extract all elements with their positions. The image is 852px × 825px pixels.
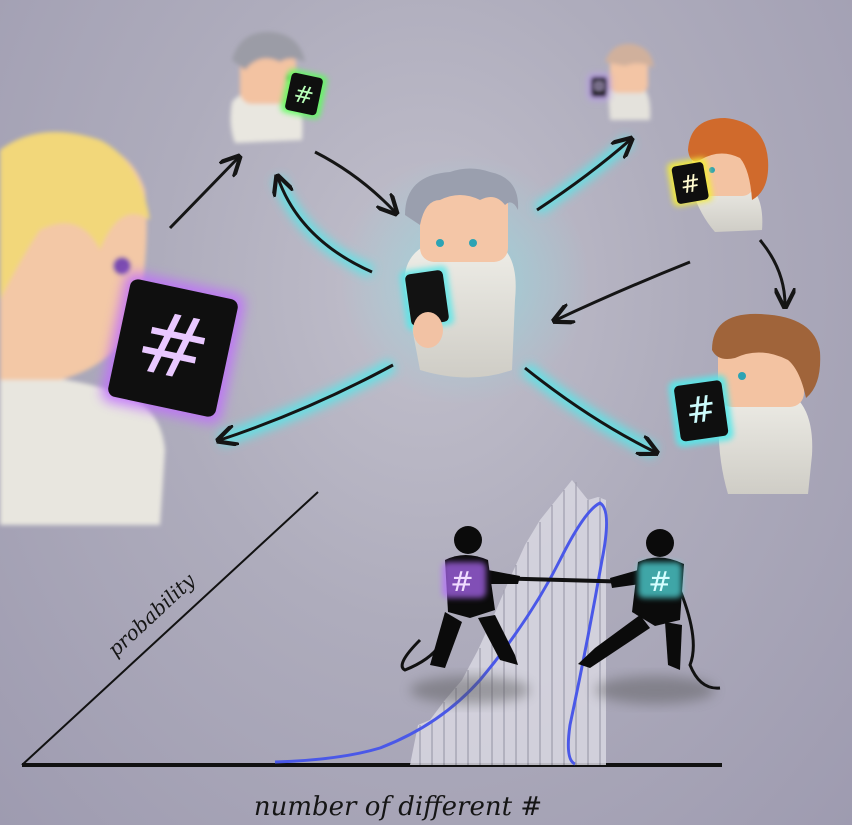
person-top-right-far — [588, 43, 654, 120]
x-axis-label: number of different # — [254, 792, 542, 822]
tug-figure-right: # — [578, 529, 684, 670]
person-left-large — [0, 132, 165, 525]
distribution-curve — [274, 501, 608, 766]
plain-arrow — [314, 150, 395, 212]
y-axis — [21, 491, 319, 766]
person-right-brown — [712, 313, 821, 494]
tug-of-war: # # — [400, 526, 721, 704]
hashtag-phone-yellow: # — [667, 157, 713, 207]
hashtag-icon: # — [648, 565, 671, 598]
tug-figure-left: # — [430, 526, 520, 668]
plain-arrow — [556, 260, 691, 320]
hashtag-phone-green: # — [280, 69, 328, 119]
plain-arrow — [168, 158, 238, 230]
glow-arrow — [520, 362, 655, 459]
hashtag-icon: # — [678, 168, 703, 199]
hashtag-icon: # — [683, 388, 719, 433]
phone-icon — [399, 265, 455, 331]
hashtag-phone-cyan: # — [668, 375, 734, 447]
hashtag-phone-purple: # — [101, 272, 245, 424]
person-center — [340, 155, 590, 405]
probability-plot: number of different # probability — [21, 480, 722, 822]
glow-arrow — [533, 140, 630, 216]
influence-arrows — [168, 140, 785, 459]
hashtag-icon: # — [450, 565, 473, 598]
glow-arrow — [278, 178, 375, 278]
glow-arrow — [220, 358, 397, 440]
plain-arrow — [758, 239, 785, 305]
histogram-bars — [410, 480, 606, 765]
